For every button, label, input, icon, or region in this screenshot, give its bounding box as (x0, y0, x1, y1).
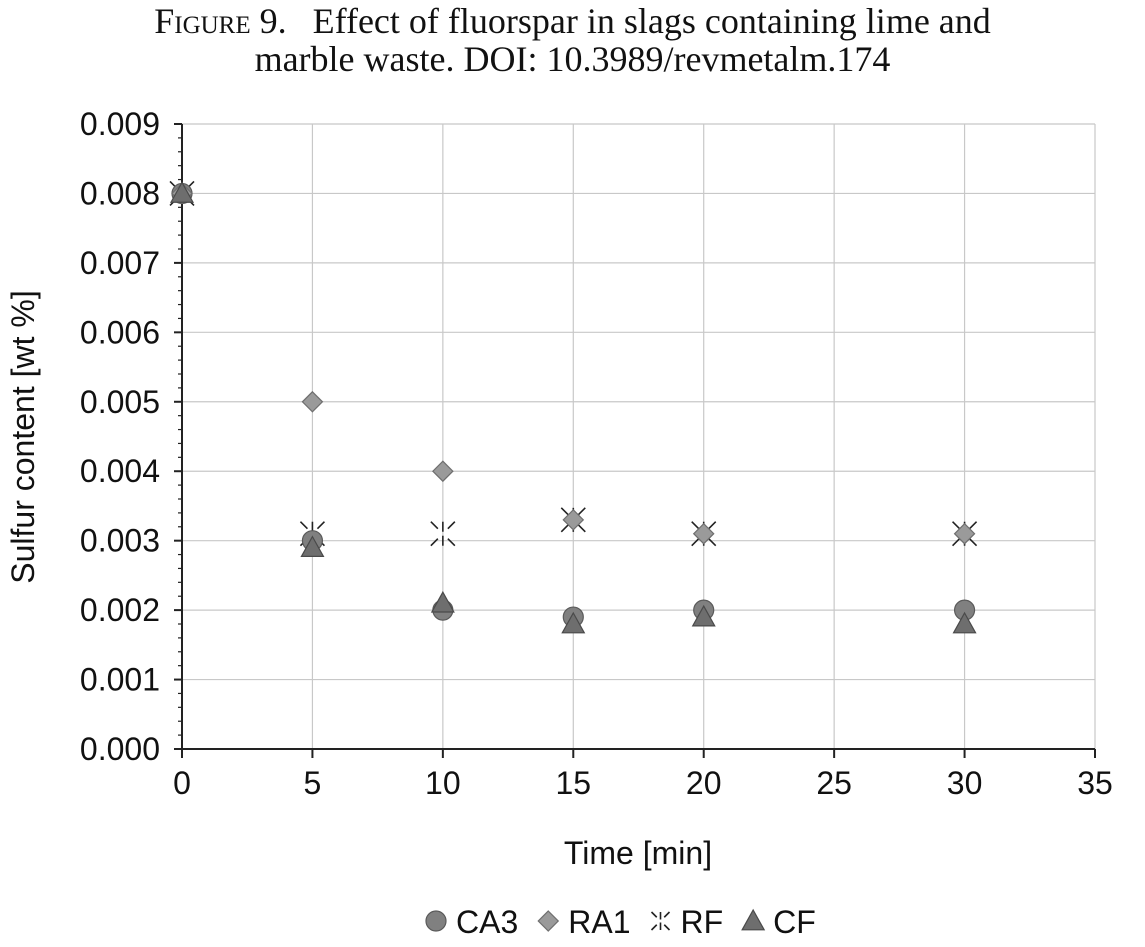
tick-labels: 0.000 0.001 0.002 0.003 0.004 0.005 0.006 0.007… (80, 106, 1113, 801)
y-tick-label: 0.008 (80, 175, 160, 211)
y-tick-label: 0.000 (80, 731, 160, 767)
legend-label-rf: RF (681, 904, 724, 940)
caption-text-2: marble waste. DOI: 10.3989/revmetalm.174 (254, 39, 891, 79)
legend-marker-ra1 (537, 910, 560, 932)
data-points (169, 180, 978, 634)
data-point-rf (430, 521, 456, 547)
data-point-cf (691, 604, 716, 627)
x-tick-label: 35 (1077, 765, 1113, 801)
legend-label-cf: CF (773, 904, 816, 940)
y-tick-label: 0.007 (80, 245, 160, 281)
legend-marker-cf (741, 908, 766, 931)
data-point-ra1 (432, 460, 454, 483)
grid (182, 123, 1096, 749)
legend-marker-ca3 (425, 910, 447, 932)
y-axis-title: Sulfur content [wt %] (5, 290, 41, 583)
y-tick-label: 0.004 (80, 453, 160, 489)
data-point-ra1 (301, 390, 324, 413)
data-point-ra1 (562, 508, 585, 531)
y-tick-label: 0.003 (80, 523, 160, 559)
legend-item-cf: CF (741, 904, 816, 940)
caption-figure-number: Figure 9. (154, 1, 287, 41)
y-tick-label: 0.009 (80, 106, 160, 142)
figure-caption: Figure 9. Effect of fluorspar in slags co… (0, 0, 1145, 78)
axes (174, 123, 1096, 758)
data-point-cf (430, 590, 455, 613)
y-tick-label: 0.005 (80, 384, 160, 420)
y-tick-label: 0.001 (80, 662, 160, 698)
data-point-cf (561, 611, 586, 634)
x-axis-title: Time [min] (564, 835, 712, 871)
data-point-cf (300, 535, 325, 558)
caption-line-1: Figure 9. Effect of fluorspar in slags co… (0, 2, 1145, 40)
data-point-cf (169, 181, 195, 203)
legend-item-rf: RF (650, 904, 724, 940)
legend-label-ca3: CA3 (456, 904, 518, 940)
y-tick-label: 0.002 (80, 592, 160, 628)
legend-item-ca3: CA3 (425, 904, 518, 940)
x-tick-label: 10 (425, 765, 461, 801)
x-tick-label: 0 (173, 765, 191, 801)
legend-label-ra1: RA1 (568, 904, 630, 940)
x-tick-label: 30 (947, 765, 983, 801)
legend-item-ra1: RA1 (537, 904, 631, 940)
data-point-ra1 (953, 522, 976, 545)
x-tick-label: 20 (686, 765, 722, 801)
data-point-ra1 (692, 522, 715, 545)
caption-text-1: Effect of fluorspar in slags containing … (312, 1, 991, 41)
x-tick-label: 15 (555, 765, 591, 801)
y-tick-label: 0.006 (80, 314, 160, 350)
legend-marker-rf (650, 911, 671, 931)
data-point-cf (952, 611, 977, 634)
x-tick-label: 25 (816, 765, 852, 801)
legend: CA3 RA1 RF CF (425, 904, 816, 940)
x-tick-label: 5 (304, 765, 322, 801)
